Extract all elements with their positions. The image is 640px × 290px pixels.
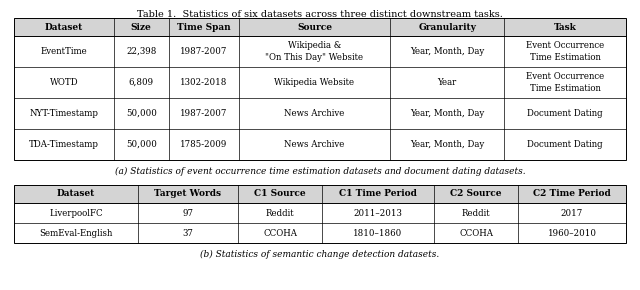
Text: Size: Size — [131, 23, 152, 32]
Text: Wikipedia Website: Wikipedia Website — [275, 78, 355, 87]
Text: 1987-2007: 1987-2007 — [180, 109, 228, 118]
Text: Document Dating: Document Dating — [527, 109, 603, 118]
Text: EventTime: EventTime — [40, 47, 87, 56]
Text: 1810–1860: 1810–1860 — [353, 229, 403, 238]
Text: Event Occurrence
Time Estimation: Event Occurrence Time Estimation — [526, 41, 604, 61]
Bar — [14, 185, 626, 203]
Text: (b) Statistics of semantic change detection datasets.: (b) Statistics of semantic change detect… — [200, 250, 440, 259]
Text: Task: Task — [554, 23, 577, 32]
Bar — [14, 185, 626, 243]
Text: Event Occurrence
Time Estimation: Event Occurrence Time Estimation — [526, 72, 604, 93]
Bar — [14, 18, 626, 160]
Text: Target Words: Target Words — [154, 189, 221, 198]
Text: 97: 97 — [182, 209, 193, 218]
Text: (a) Statistics of event occurrence time estimation datasets and document dating : (a) Statistics of event occurrence time … — [115, 167, 525, 176]
Text: 1960–2010: 1960–2010 — [547, 229, 596, 238]
Text: 50,000: 50,000 — [125, 109, 157, 118]
Text: 6,809: 6,809 — [129, 78, 154, 87]
Bar — [14, 18, 626, 36]
Text: 1785-2009: 1785-2009 — [180, 140, 228, 149]
Text: C1 Source: C1 Source — [254, 189, 306, 198]
Text: Reddit: Reddit — [461, 209, 490, 218]
Text: WOTD: WOTD — [49, 78, 78, 87]
Text: Dataset: Dataset — [45, 23, 83, 32]
Text: C2 Source: C2 Source — [451, 189, 502, 198]
Text: Table 1.  Statistics of six datasets across three distinct downstream tasks.: Table 1. Statistics of six datasets acro… — [137, 10, 503, 19]
Text: 1302-2018: 1302-2018 — [180, 78, 228, 87]
Text: Dataset: Dataset — [57, 189, 95, 198]
Text: Year, Month, Day: Year, Month, Day — [410, 109, 484, 118]
Text: 37: 37 — [182, 229, 193, 238]
Text: 2011–2013: 2011–2013 — [353, 209, 403, 218]
Text: CCOHA: CCOHA — [459, 229, 493, 238]
Text: News Archive: News Archive — [284, 109, 345, 118]
Text: LiverpoolFC: LiverpoolFC — [49, 209, 103, 218]
Text: Source: Source — [297, 23, 332, 32]
Text: Time Span: Time Span — [177, 23, 230, 32]
Text: Year, Month, Day: Year, Month, Day — [410, 140, 484, 149]
Text: C2 Time Period: C2 Time Period — [533, 189, 611, 198]
Text: NYT-Timestamp: NYT-Timestamp — [29, 109, 98, 118]
Text: TDA-Timestamp: TDA-Timestamp — [29, 140, 99, 149]
Text: 2017: 2017 — [561, 209, 583, 218]
Text: Year, Month, Day: Year, Month, Day — [410, 47, 484, 56]
Text: Reddit: Reddit — [266, 209, 294, 218]
Text: Document Dating: Document Dating — [527, 140, 603, 149]
Text: C1 Time Period: C1 Time Period — [339, 189, 417, 198]
Text: Year: Year — [438, 78, 457, 87]
Text: 50,000: 50,000 — [125, 140, 157, 149]
Text: SemEval-English: SemEval-English — [39, 229, 113, 238]
Text: 1987-2007: 1987-2007 — [180, 47, 228, 56]
Text: Granularity: Granularity — [419, 23, 476, 32]
Text: CCOHA: CCOHA — [263, 229, 297, 238]
Text: 22,398: 22,398 — [126, 47, 156, 56]
Text: News Archive: News Archive — [284, 140, 345, 149]
Text: Wikipedia &
"On This Day" Website: Wikipedia & "On This Day" Website — [266, 41, 364, 61]
